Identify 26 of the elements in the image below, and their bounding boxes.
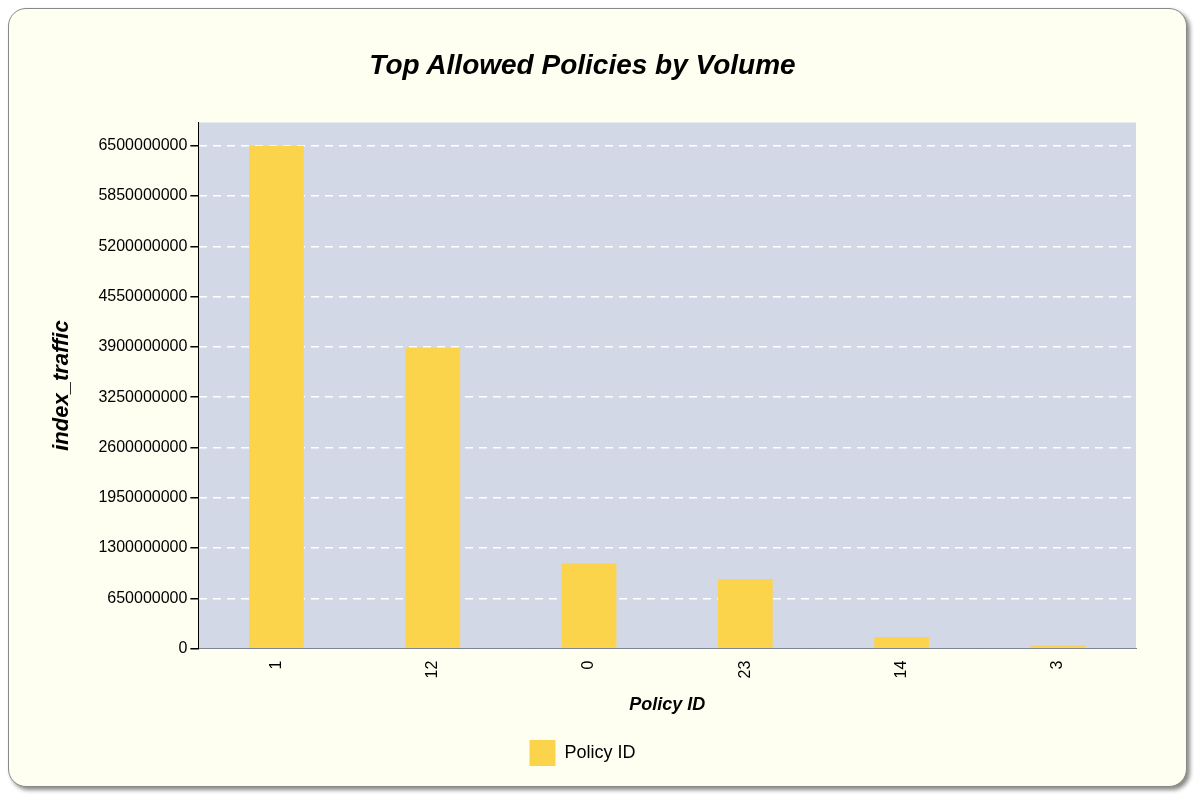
y-axis-title: index_traffic xyxy=(48,320,74,451)
y-tick-label: 650000000 xyxy=(107,588,188,606)
bar xyxy=(249,145,304,648)
y-tick-label: 0 xyxy=(178,639,188,657)
chart-title: Top Allowed Policies by Volume xyxy=(369,48,796,80)
legend-label: Policy ID xyxy=(564,741,636,762)
y-tick-label: 6500000000 xyxy=(98,136,188,154)
x-axis-title: Policy ID xyxy=(629,694,706,715)
bar xyxy=(561,563,617,648)
x-tick-label: 3 xyxy=(1048,660,1066,670)
bar xyxy=(405,347,461,648)
y-tick-label: 1950000000 xyxy=(98,488,188,506)
bar xyxy=(717,578,773,648)
y-tick-label: 2600000000 xyxy=(98,437,188,455)
x-tick-label: 12 xyxy=(423,660,441,679)
x-tick-label: 1 xyxy=(266,660,284,670)
y-tick-label: 3900000000 xyxy=(98,337,188,355)
x-tick-label: 0 xyxy=(579,660,597,670)
y-tick-label: 5850000000 xyxy=(98,186,188,204)
y-tick-label: 4550000000 xyxy=(98,287,188,305)
bar xyxy=(874,637,929,648)
x-tick-label: 23 xyxy=(735,660,753,679)
x-tick-label: 14 xyxy=(892,660,909,679)
y-tick-label: 3250000000 xyxy=(98,387,188,405)
y-tick-label: 5200000000 xyxy=(98,236,188,254)
y-tick-label: 1300000000 xyxy=(98,538,188,556)
